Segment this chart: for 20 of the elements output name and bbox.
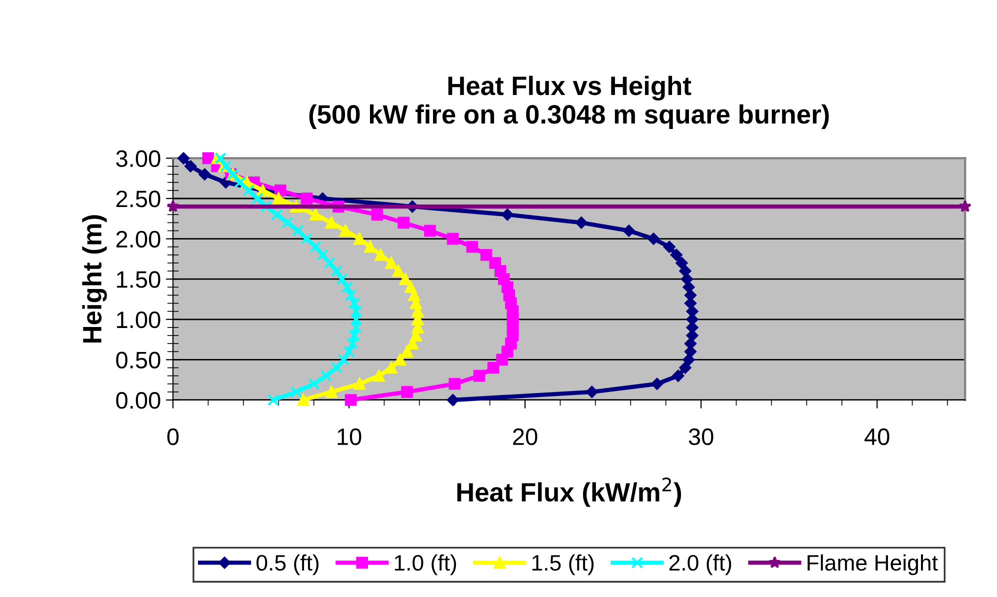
- x-tick-label: 20: [513, 428, 538, 446]
- y-tick-label: 2.00: [116, 230, 160, 248]
- legend-label: 1.0 (ft): [394, 554, 456, 576]
- x-tick-label: 0: [167, 428, 179, 446]
- y-tick-label: 0.50: [116, 352, 160, 368]
- legend-label: 1.5 (ft): [532, 554, 594, 576]
- x-tick-label: 10: [338, 428, 362, 446]
- y-tick-label: 1.00: [117, 311, 160, 328]
- x-tick-label: 40: [864, 428, 890, 446]
- y-tick-label: 0.00: [116, 392, 160, 409]
- x-axis-title: Heat Flux (kW/m$^{2}$): [457, 478, 682, 507]
- legend-label: 0.5 (ft): [256, 554, 318, 576]
- y-axis-title: Height (m): [82, 215, 107, 343]
- y-tick-label: 3.00: [116, 150, 160, 167]
- x-tick-label: 30: [688, 428, 714, 446]
- legend-label: Flame Height: [808, 554, 938, 576]
- chart-title: Heat Flux vs Height (500 kW fire on a 0.3048 m square burner): [309, 76, 829, 129]
- y-tick-label: 1.50: [117, 271, 160, 288]
- y-tick-label: 2.50: [116, 190, 160, 208]
- legend-label: 2.0 (ft): [669, 554, 732, 576]
